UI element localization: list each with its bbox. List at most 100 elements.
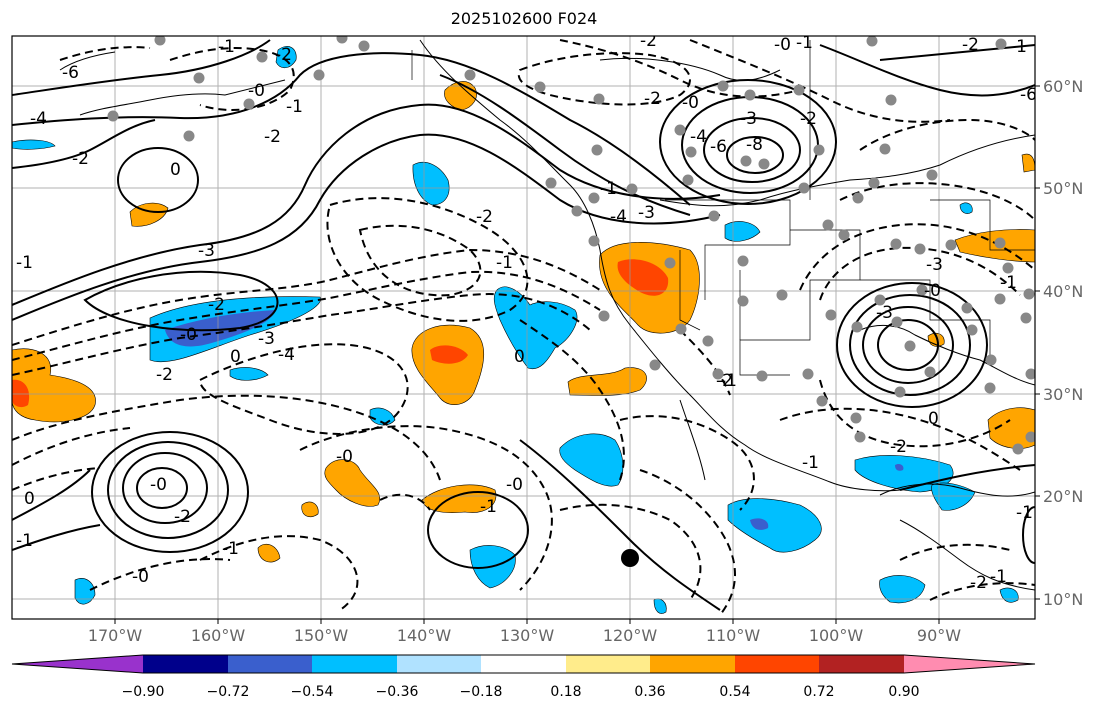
contour-label: -3 <box>740 109 757 129</box>
colorbar-segment <box>481 655 566 673</box>
contour-label: -1 <box>222 539 239 559</box>
contour-label: -0 <box>506 475 523 495</box>
colorbar-segment <box>228 655 312 673</box>
contour-low <box>122 452 208 524</box>
contour-low <box>136 467 188 509</box>
contour-label: -6 <box>1020 85 1037 105</box>
shade-region-lightblue <box>74 578 96 605</box>
lat-label: 30°N <box>1043 385 1084 404</box>
contour-high <box>703 117 801 183</box>
shade-region-orange <box>12 348 96 423</box>
contour-label: 0 <box>230 347 241 367</box>
colorbar-tick-label: −0.36 <box>375 684 419 700</box>
shade-region-orange <box>411 324 484 405</box>
shade-region-royalblue <box>895 463 904 471</box>
lat-label: 40°N <box>1043 282 1084 301</box>
lon-ticks <box>114 619 940 624</box>
colorbar-extend-high <box>904 655 1035 673</box>
shade-region-red <box>430 345 468 364</box>
colorbar-segment <box>143 655 228 673</box>
colorbar-outline <box>11 654 1036 674</box>
contour-label: -0 <box>682 93 699 113</box>
contour-label: -2 <box>476 207 493 227</box>
colorbar-segment <box>397 655 481 673</box>
contour-label: -0 <box>336 447 353 467</box>
colorbar-tick-label: 0.72 <box>803 684 835 700</box>
lon-label: 90°W <box>916 626 962 645</box>
shaded-anomaly-layer <box>12 46 1035 614</box>
lat-label: 20°N <box>1043 487 1084 506</box>
contour-label: -2 <box>72 149 89 169</box>
colorbar-extend-low <box>12 655 143 673</box>
shade-region-orange <box>567 367 647 396</box>
lon-label: 160°W <box>190 626 246 645</box>
contour-label: -2 <box>716 371 733 391</box>
contour-label: -8 <box>746 135 763 155</box>
contour-label: -2 <box>275 45 292 65</box>
contour-ring <box>117 147 199 213</box>
contour-label: -2 <box>644 89 661 109</box>
contour-label: -0 <box>150 475 167 495</box>
map-frame-border <box>11 35 1036 620</box>
contour-label: -2 <box>208 295 225 315</box>
contour-label: -4 <box>690 127 707 147</box>
contour-label: -2 <box>800 109 817 129</box>
colorbar <box>11 654 1036 674</box>
contour-label: 0 <box>24 489 35 509</box>
coastlines <box>59 39 1035 591</box>
contour-label: -2 <box>970 573 987 593</box>
colorbar-tick-label: 0.36 <box>634 684 666 700</box>
contour-label: -2 <box>640 31 657 51</box>
shade-region-lightblue <box>275 46 297 69</box>
colorbar-tick-label: −0.18 <box>459 684 503 700</box>
graticule <box>12 36 1035 619</box>
contour-ring <box>1022 506 1035 564</box>
lon-label: 110°W <box>705 626 761 645</box>
contour-high <box>659 79 837 205</box>
contour-label: -3 <box>876 303 893 323</box>
contour-label: -4 <box>278 345 295 365</box>
contour-low <box>877 319 939 371</box>
station-markers <box>107 36 1035 455</box>
shade-region-orange <box>301 501 319 517</box>
lon-label: 120°W <box>602 626 658 645</box>
lat-ticks <box>1035 85 1040 600</box>
contour-label: 0 <box>514 347 525 367</box>
contour-label: -1 <box>1010 37 1027 57</box>
contour-label: -0 <box>180 325 197 345</box>
contours-solid <box>12 39 1035 611</box>
contour-high-center <box>726 136 784 174</box>
lat-label: 60°N <box>1043 77 1084 96</box>
contour-label: -3 <box>638 203 655 223</box>
lat-label: 50°N <box>1043 179 1084 198</box>
colorbar-segment <box>819 655 904 673</box>
contour-label: -1 <box>802 453 819 473</box>
contour-label: -1 <box>1000 273 1017 293</box>
shade-region-orange <box>1021 153 1035 173</box>
lon-label: 100°W <box>808 626 864 645</box>
contour-label: 0 <box>928 409 939 429</box>
contour-label: -2 <box>264 127 281 147</box>
contour-label: -4 <box>30 109 47 129</box>
contour-label: -6 <box>710 137 727 157</box>
colorbar-tick-label: −0.90 <box>121 684 165 700</box>
contour-label: -1 <box>286 97 303 117</box>
contour-label: -2 <box>890 437 907 457</box>
contour-label: -1 <box>16 253 33 273</box>
contour-label-layer: -6 -4 -2 -1 -0 -2 -1 -2 0 -3 -2 -1 -0 -2… <box>16 31 1037 593</box>
shade-region-royalblue <box>750 518 769 530</box>
shade-region-lightblue <box>727 498 822 553</box>
contour-low <box>91 431 249 553</box>
contour-label: -2 <box>962 35 979 55</box>
contour-label: -0 <box>774 35 791 55</box>
shade-region-lightblue <box>879 575 926 604</box>
contour-low <box>427 491 529 569</box>
shade-region-red <box>12 379 30 408</box>
shade-region-royalblue <box>165 310 275 347</box>
contour-label: -6 <box>62 63 79 83</box>
contour-label: -0 <box>924 281 941 301</box>
contour-label: -1 <box>796 33 813 53</box>
colorbar-segment <box>650 655 735 673</box>
shade-region-orange <box>324 459 380 507</box>
